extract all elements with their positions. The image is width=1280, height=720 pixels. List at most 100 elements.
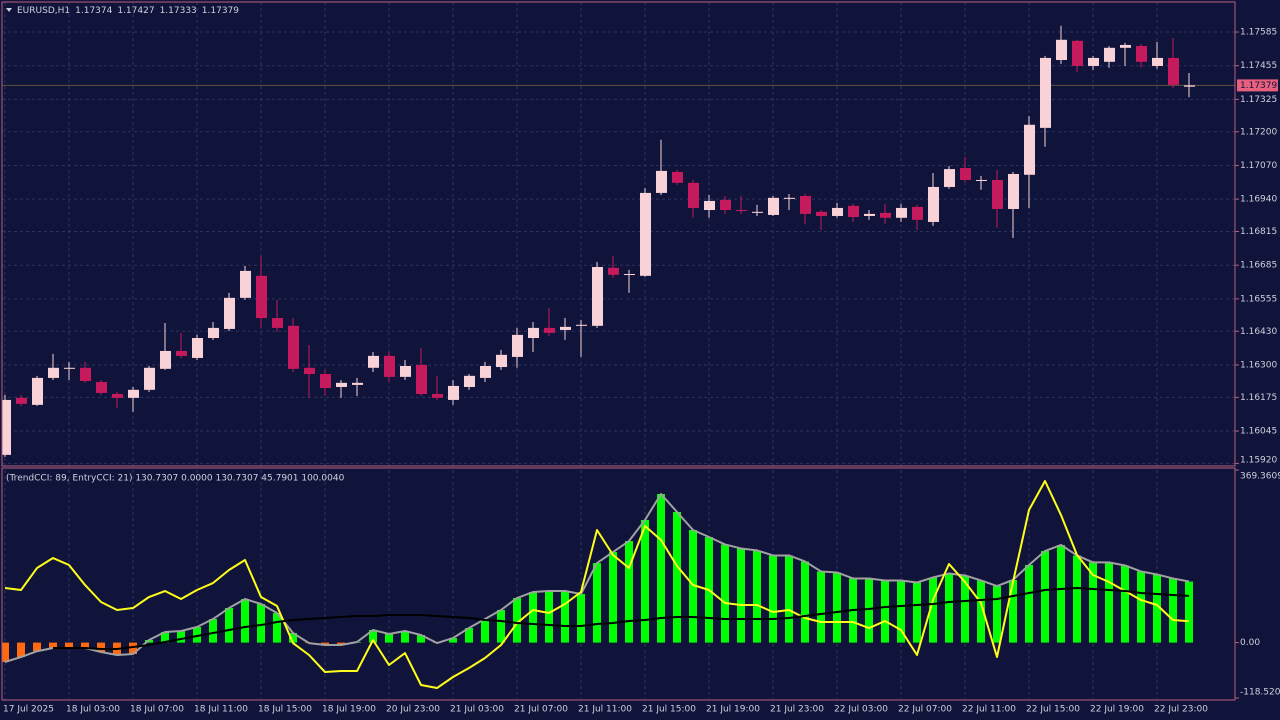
- candle-body: [1120, 44, 1131, 48]
- indicator-line: [4, 480, 1190, 690]
- histogram-bar-up: [1105, 562, 1113, 643]
- candle-body: [1072, 40, 1083, 66]
- histogram-bar-up: [161, 632, 169, 643]
- histogram-bar-up: [481, 619, 489, 643]
- histogram-bar-up: [529, 592, 537, 643]
- candle-body: [576, 324, 587, 326]
- candle-body: [224, 297, 235, 329]
- candle-body: [944, 169, 955, 187]
- histogram-bar-up: [1169, 578, 1177, 643]
- histogram-bar-up: [577, 594, 585, 643]
- candle-body: [688, 182, 699, 208]
- y-tick-label: 1.16045: [1240, 427, 1277, 437]
- histogram-bar-up: [977, 580, 985, 643]
- candle-body: [16, 397, 27, 404]
- menu-triangle[interactable]: [6, 8, 12, 12]
- candle-body: [112, 393, 123, 398]
- candle-body: [128, 389, 139, 398]
- candle-body: [1168, 57, 1179, 85]
- candle-body: [272, 318, 283, 328]
- y-tick-label: 1.17200: [1240, 127, 1277, 137]
- candle-body: [928, 186, 939, 222]
- candle-body: [384, 355, 395, 377]
- histogram-bar-up: [561, 591, 569, 643]
- indicator-line: [4, 493, 1190, 663]
- candle-body: [832, 207, 843, 216]
- histogram-bar-up: [865, 578, 873, 643]
- candle-body: [528, 327, 539, 339]
- candle-body: [656, 170, 667, 193]
- histogram-bar-up: [465, 628, 473, 643]
- y-tick-label: 1.16815: [1240, 227, 1277, 237]
- histogram-bar-up: [1009, 579, 1017, 643]
- histogram-bar-up: [417, 634, 425, 643]
- candle-body: [704, 200, 715, 211]
- histogram-bar-up: [641, 519, 649, 643]
- x-tick-label: 17 Jul 2025: [3, 705, 54, 715]
- histogram-bar-up: [513, 598, 521, 643]
- histogram-bar-up: [609, 552, 617, 643]
- histogram-bar-up: [673, 511, 681, 643]
- candle-body: [80, 367, 91, 382]
- histogram-bar-down: [33, 642, 41, 652]
- y-tick-label: -118.5205: [1240, 688, 1280, 698]
- x-tick-label: 21 Jul 11:00: [578, 705, 632, 715]
- indicator-line: [53, 587, 1190, 651]
- indicator-header: (TrendCCI: 89, EntryCCI: 21) 130.7307 0.…: [6, 474, 345, 484]
- candle-body: [624, 274, 635, 276]
- histogram-bar-down: [49, 642, 57, 649]
- histogram-bar-up: [449, 638, 457, 643]
- candle-body: [640, 192, 651, 276]
- y-tick-label: 1.17070: [1240, 161, 1277, 171]
- candle-body: [256, 275, 267, 319]
- y-tick-label: 1.16300: [1240, 360, 1277, 370]
- current-price-label: 1.17379: [1240, 81, 1277, 91]
- histogram-bar-down: [129, 642, 137, 655]
- ohlc-high: 1.17427: [117, 6, 154, 16]
- candle-body: [1088, 57, 1099, 66]
- histogram-bar-up: [1025, 564, 1033, 643]
- candle-body: [240, 270, 251, 298]
- candle-body: [800, 196, 811, 214]
- candle-body: [544, 327, 555, 333]
- x-tick-label: 22 Jul 23:00: [1154, 705, 1208, 715]
- histogram-bar-up: [193, 627, 201, 643]
- candle-body: [400, 365, 411, 377]
- histogram-bar-up: [737, 548, 745, 643]
- y-tick-label: 1.16555: [1240, 294, 1277, 304]
- histogram-bar-up: [177, 631, 185, 643]
- x-tick-label: 18 Jul 03:00: [66, 705, 120, 715]
- candle-body: [1024, 124, 1035, 175]
- x-tick-label: 22 Jul 11:00: [962, 705, 1016, 715]
- candle-body: [592, 267, 603, 326]
- histogram-bar-down: [65, 642, 73, 649]
- histogram-bar-up: [929, 577, 937, 643]
- candle-body: [368, 355, 379, 368]
- histogram-bar-up: [769, 555, 777, 643]
- histogram-bar-up: [289, 633, 297, 643]
- candle-body: [736, 210, 747, 212]
- candle-body: [1136, 46, 1147, 62]
- y-tick-label: 1.17325: [1240, 95, 1277, 105]
- histogram-bar-up: [897, 580, 905, 643]
- symbol: EURUSD,H1: [17, 6, 70, 16]
- histogram-bar-up: [1073, 555, 1081, 643]
- candle-body: [848, 205, 859, 218]
- candle-body: [448, 385, 459, 400]
- candle-body: [32, 377, 43, 405]
- histogram-bar-up: [401, 631, 409, 643]
- price-pane: [2, 25, 1235, 457]
- x-tick-label: 22 Jul 15:00: [1026, 705, 1080, 715]
- candle-body: [432, 393, 443, 398]
- candle-body: [192, 338, 203, 358]
- histogram-bar-down: [97, 642, 105, 653]
- histogram-bar-down: [321, 642, 329, 645]
- histogram-bar-up: [913, 582, 921, 643]
- histogram-bar-up: [1057, 544, 1065, 643]
- candle-body: [896, 207, 907, 218]
- histogram-bar-up: [817, 571, 825, 643]
- x-tick-label: 22 Jul 07:00: [898, 705, 952, 715]
- histogram-bar-up: [801, 561, 809, 643]
- histogram-bar-up: [945, 573, 953, 643]
